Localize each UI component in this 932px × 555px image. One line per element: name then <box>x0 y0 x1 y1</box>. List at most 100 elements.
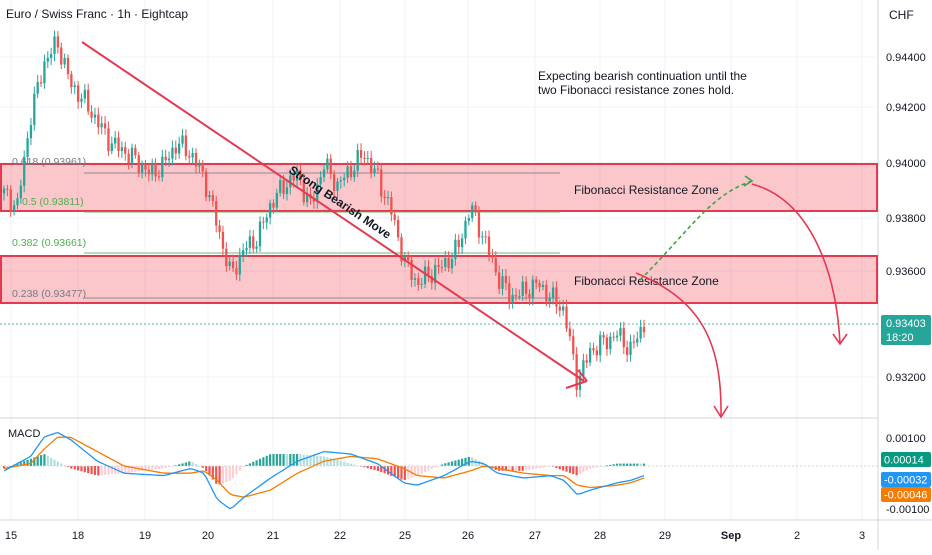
macd-histogram-bar <box>50 457 53 466</box>
candle-body <box>434 265 437 283</box>
candle-body <box>599 335 602 356</box>
macd-histogram-bar <box>238 466 241 471</box>
candle-body <box>508 283 511 303</box>
candle-body <box>370 158 373 173</box>
macd-histogram-bar <box>144 466 147 471</box>
macd-histogram-bar <box>90 466 93 475</box>
candle-body <box>548 297 551 302</box>
candle-body <box>464 220 467 239</box>
candle <box>204 168 208 202</box>
candle-body <box>164 156 167 161</box>
macd-histogram-bar <box>255 460 258 466</box>
candle <box>410 255 413 288</box>
macd-histogram-bar <box>248 463 251 466</box>
candle <box>306 187 309 208</box>
candle <box>434 257 437 291</box>
trendline-arrow-head <box>577 369 588 382</box>
candle-body <box>33 93 36 126</box>
macd-histogram-bar <box>292 454 295 466</box>
macd-histogram-bar <box>295 454 299 466</box>
candle-body <box>356 149 359 171</box>
macd-histogram-bar <box>258 458 262 466</box>
candle <box>609 332 612 355</box>
macd-histogram-bar <box>353 464 356 466</box>
candle-body <box>242 250 245 255</box>
candle-body <box>612 336 615 338</box>
macd-histogram-bar <box>275 454 278 466</box>
candle-body <box>50 54 53 58</box>
candle <box>117 131 120 158</box>
macd-histogram-bar <box>333 459 336 466</box>
candle-body <box>417 278 420 285</box>
macd-value-badge <box>881 472 931 487</box>
candle-body <box>114 137 117 144</box>
candle <box>134 144 137 159</box>
candle <box>39 75 43 88</box>
candle <box>538 279 541 293</box>
macd-histogram-bar <box>70 466 73 469</box>
candle <box>140 160 144 179</box>
macd-histogram-bar <box>336 460 339 466</box>
candle <box>12 200 16 216</box>
candle-body <box>393 214 396 221</box>
candle-body <box>582 360 585 376</box>
candle-body <box>275 192 278 208</box>
candle <box>626 340 629 363</box>
candle <box>464 216 467 245</box>
fib-levels: 0.618 (0.93961) 0.5 (0.93811) 0.382 (0.936… <box>12 156 560 300</box>
candle <box>562 299 565 316</box>
time-tick-label: 21 <box>267 530 279 542</box>
candle-body <box>636 338 639 343</box>
candle-body <box>410 260 413 280</box>
macd-histogram-bar <box>289 454 292 466</box>
candle <box>46 51 49 69</box>
macd-histogram-bar <box>16 463 19 466</box>
candle <box>76 80 80 109</box>
candle <box>16 192 19 210</box>
candle <box>572 329 575 361</box>
candle-body <box>588 348 592 363</box>
candle <box>383 190 386 206</box>
macd-histogram-bar <box>444 463 447 466</box>
price-tick-label: 0.93200 <box>886 372 926 384</box>
candle-body <box>117 137 120 152</box>
candle <box>70 70 73 94</box>
candle <box>413 273 417 287</box>
candle-body <box>551 287 555 298</box>
macd-histogram-bar <box>562 466 565 471</box>
candle-body <box>120 147 124 152</box>
candle-body <box>70 74 73 88</box>
candle-body <box>477 210 481 238</box>
candle <box>56 30 60 54</box>
annotation-line-2: two Fibonacci resistance zones hold. <box>538 83 735 97</box>
candle <box>316 177 319 209</box>
macd-histogram-bar <box>612 464 615 466</box>
macd-histogram-bar <box>464 457 467 466</box>
macd-histogram-bar <box>221 466 225 484</box>
candle <box>491 248 494 263</box>
macd-histogram-bar <box>397 466 400 479</box>
candle-body <box>626 347 629 355</box>
candles <box>2 30 646 398</box>
candle <box>275 188 278 213</box>
macd-histogram-bar <box>262 457 265 466</box>
candle-body <box>231 261 235 269</box>
time-tick-label: 3 <box>859 530 865 542</box>
candle <box>221 225 225 256</box>
candle-body <box>225 248 228 267</box>
macd-histogram-bar <box>585 466 588 471</box>
candle <box>144 159 147 177</box>
candle-body <box>336 181 339 191</box>
time-tick-label: 28 <box>594 530 606 542</box>
time-tick-label: 15 <box>5 530 17 542</box>
candle-body <box>312 198 316 202</box>
macd-histogram-bar <box>235 466 238 475</box>
macd-histogram-bar <box>636 463 639 466</box>
candle <box>218 219 221 240</box>
macd-value-badge <box>881 487 931 502</box>
candle-body <box>319 177 322 185</box>
candle-body <box>494 257 497 273</box>
macd-histogram-bar <box>642 463 646 466</box>
candle <box>474 201 477 216</box>
